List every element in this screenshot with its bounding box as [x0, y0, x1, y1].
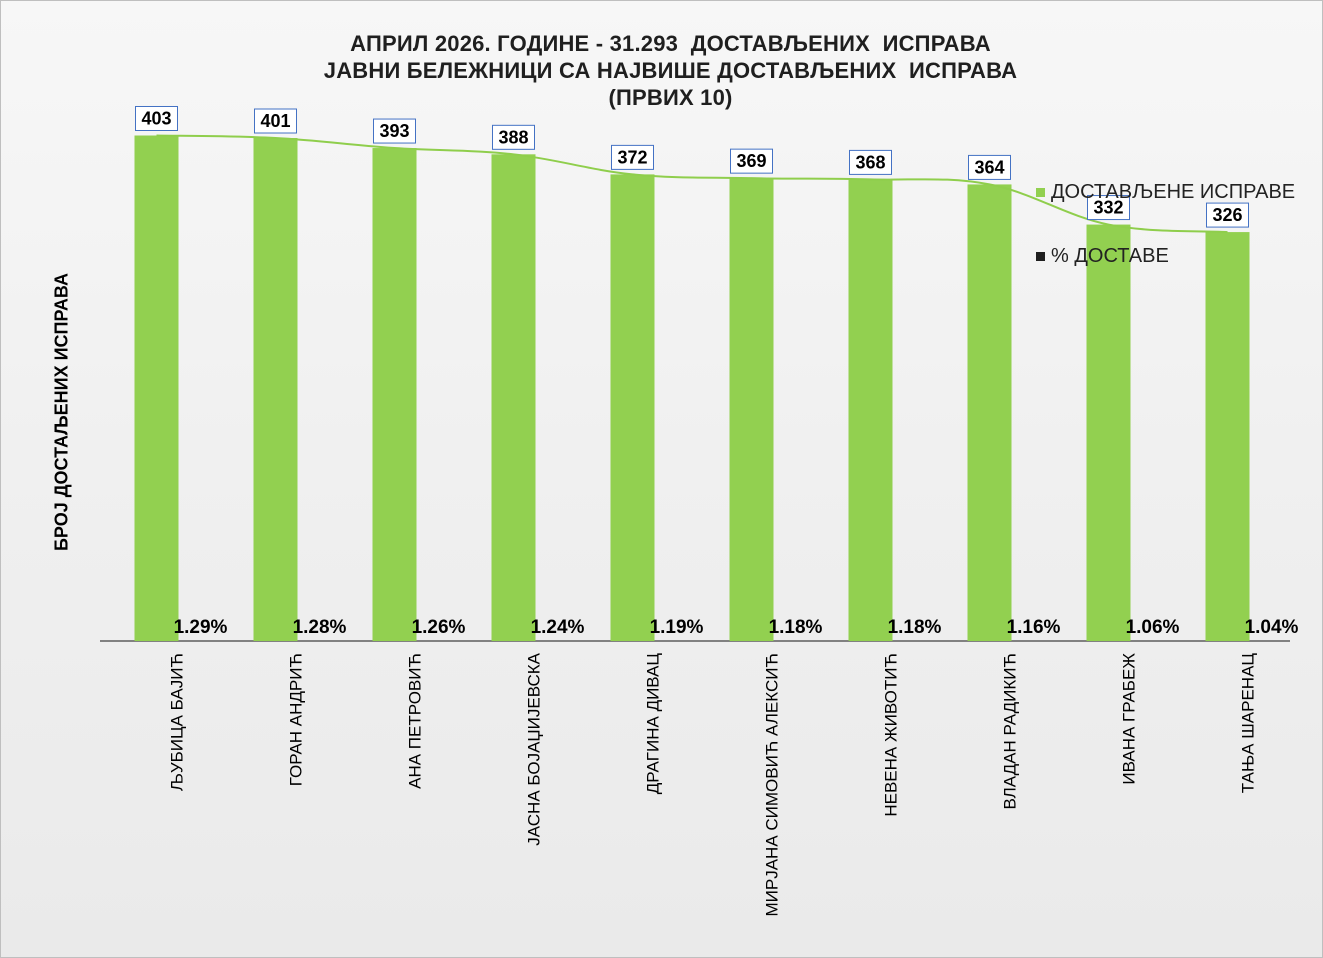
x-tick-label: НЕВЕНА ЖИВОТИЋ: [882, 653, 901, 817]
data-label-box: [492, 124, 535, 150]
x-tick-label: ГОРАН АНДРИЋ: [287, 653, 306, 786]
legend-swatch-percent: [1036, 252, 1045, 261]
percent-label: 1.04%: [1245, 617, 1299, 638]
legend-label-percent: % ДОСТАВЕ: [1051, 245, 1169, 267]
x-tick-label: ЈАСНА БОЈАЏИЈЕВСКА: [525, 652, 544, 845]
data-label-box: [1087, 195, 1130, 221]
legend-item-percent: % ДОСТАВЕ: [1036, 245, 1169, 268]
bar: [729, 178, 774, 642]
bar: [491, 154, 536, 641]
percent-label: 1.19%: [650, 617, 704, 638]
x-tick-label: ЉУБИЦА БАЈИЋ: [168, 653, 187, 791]
data-label: 401: [260, 111, 290, 131]
bar: [134, 135, 179, 641]
percent-label: 1.29%: [174, 617, 228, 638]
data-label-box: [730, 148, 773, 174]
x-tick-label: ВЛАДАН РАДИКИЋ: [1001, 653, 1020, 810]
percent-label: 1.24%: [531, 617, 585, 638]
x-tick-label: ДРАГИНА ДИВАЦ: [644, 653, 663, 795]
data-label-box: [849, 149, 892, 175]
x-tick-label: АНА ПЕТРОВИЋ: [406, 653, 425, 789]
percent-label: 1.16%: [1007, 617, 1061, 638]
x-tick-label: МИРЈАНА СИМОВИЋ АЛЕКСИЋ: [763, 653, 782, 917]
percent-label: 1.18%: [888, 617, 942, 638]
bar: [848, 179, 893, 641]
data-label-box: [1206, 202, 1249, 228]
legend-swatch-deliveries: [1036, 188, 1045, 197]
legend-item-deliveries: ДОСТАВЉЕНЕ ИСПРАВЕ: [1036, 181, 1295, 204]
bar: [610, 174, 655, 641]
data-label-box: [254, 108, 297, 134]
trend-line: [156, 134, 1228, 234]
bar: [1205, 232, 1250, 641]
percent-label: 1.18%: [769, 617, 823, 638]
data-label: 393: [379, 121, 409, 141]
percent-label: 1.28%: [293, 617, 347, 638]
bar: [372, 148, 417, 641]
bar: [967, 184, 1012, 641]
percent-label: 1.26%: [412, 617, 466, 638]
data-label: 364: [974, 157, 1004, 177]
chart-title: АПРИЛ 2026. ГОДИНЕ - 31.293 ДОСТАВЉЕНИХ …: [0, 30, 1323, 111]
percent-label: 1.06%: [1126, 617, 1180, 638]
data-label: 369: [736, 151, 766, 171]
bar: [1086, 224, 1131, 641]
bar: [253, 138, 298, 641]
data-label: 332: [1093, 198, 1123, 218]
data-label-box: [373, 118, 416, 144]
chart-title-line-2: ЈАВНИ БЕЛЕЖНИЦИ СА НАЈВИШЕ ДОСТАВЉЕНИХ И…: [323, 58, 1018, 83]
data-label-box: [611, 144, 654, 170]
x-tick-label: ТАЊА ШАРЕНАЦ: [1239, 653, 1258, 794]
data-label: 372: [617, 147, 647, 167]
data-label: 403: [141, 108, 171, 128]
data-label-box: [968, 154, 1011, 180]
data-label: 326: [1212, 205, 1242, 225]
chart-title-line-3: (ПРВИХ 10): [608, 85, 733, 110]
chart-title-line-1: АПРИЛ 2026. ГОДИНЕ - 31.293 ДОСТАВЉЕНИХ …: [350, 31, 991, 56]
data-label: 368: [855, 152, 885, 172]
x-tick-label: ИВАНА ГРАБЕЖ: [1120, 653, 1139, 785]
data-label-box: [135, 105, 178, 131]
data-label: 388: [498, 127, 528, 147]
legend-label-deliveries: ДОСТАВЉЕНЕ ИСПРАВЕ: [1051, 181, 1296, 203]
